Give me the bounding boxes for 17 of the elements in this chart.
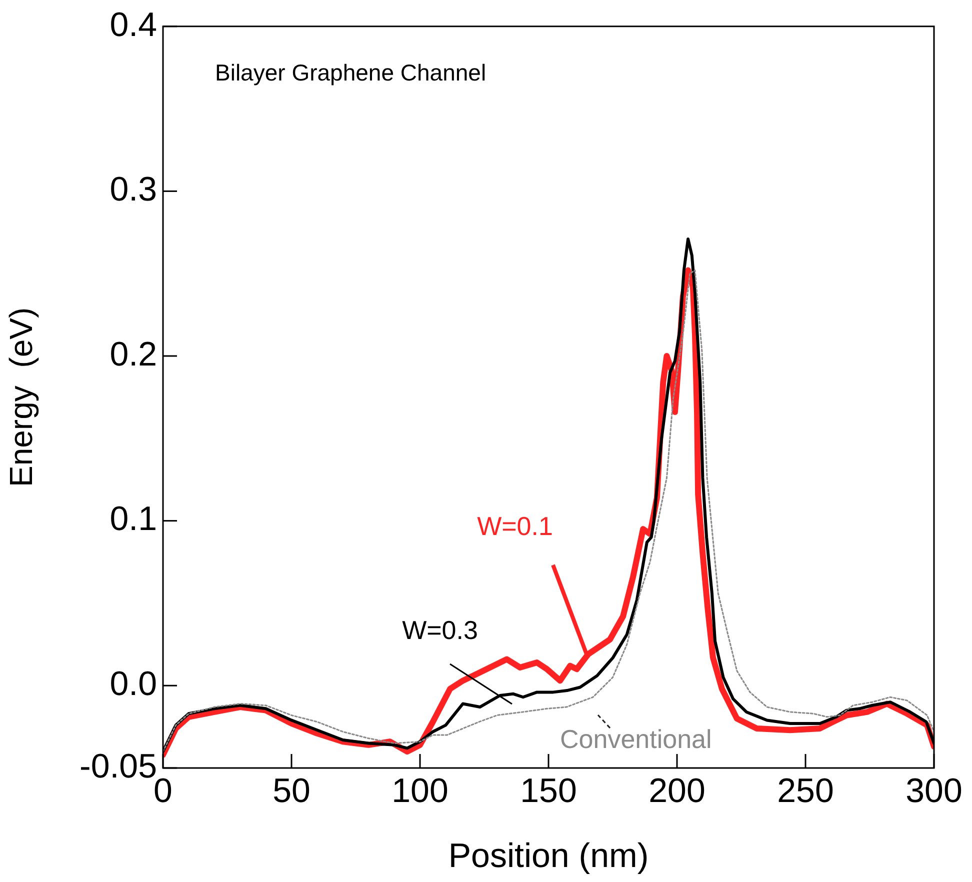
text: W=0.1	[477, 511, 553, 542]
x-tick-label: 100	[392, 772, 448, 810]
text: Bilayer Graphene Channel	[215, 60, 486, 86]
x-tick-label: 200	[648, 772, 706, 810]
series-label: Conventional	[560, 724, 712, 754]
y-tick-label: 0.0	[110, 664, 157, 703]
y-tick-label: 0.4	[110, 6, 157, 44]
y-axis-title: Energy (eV)	[3, 307, 40, 488]
y-tick-label: 0.1	[110, 500, 157, 538]
x-tick-label: 50	[272, 772, 310, 810]
x-tick-label: 150	[520, 772, 577, 810]
y-tick-label: 0.2	[110, 335, 157, 374]
y-tick-label: 0.3	[110, 170, 157, 209]
text: W=0.3	[402, 615, 478, 646]
x-axis-title: Position (nm)	[448, 836, 649, 875]
x-tick-label: 300	[906, 772, 962, 810]
x-tick-label: 250	[777, 772, 834, 810]
